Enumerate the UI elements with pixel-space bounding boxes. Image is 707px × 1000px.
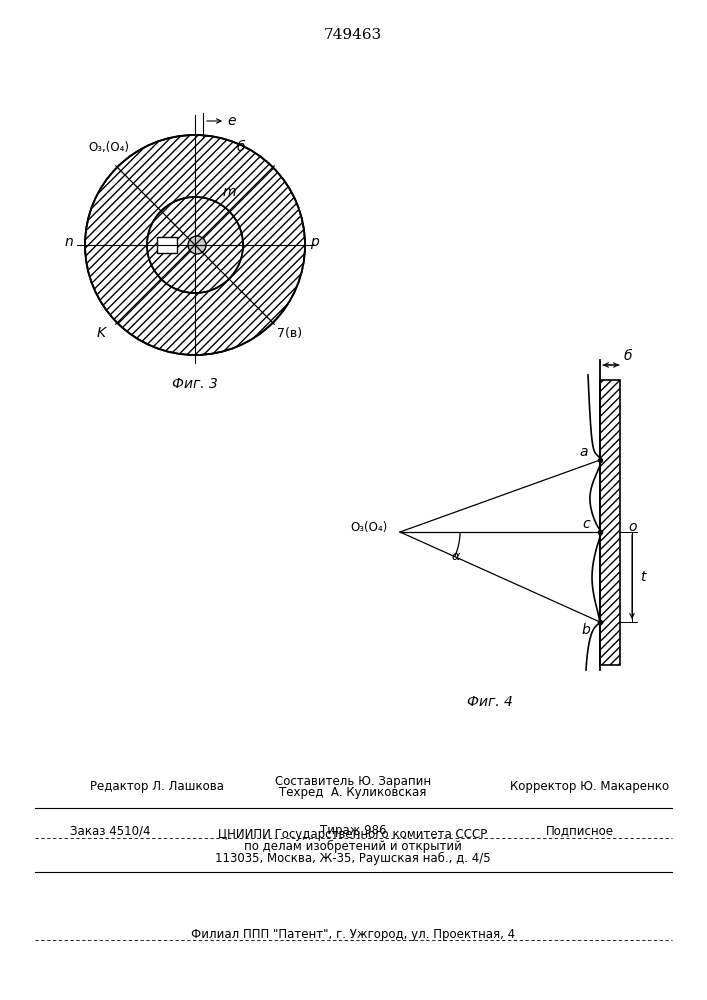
- Circle shape: [188, 236, 206, 254]
- Text: ЦНИИПИ Государственного комитета СССР: ЦНИИПИ Государственного комитета СССР: [218, 828, 488, 841]
- Text: 749463: 749463: [324, 28, 382, 42]
- Text: p: p: [310, 235, 319, 249]
- Text: б: б: [237, 140, 245, 154]
- Text: Редактор Л. Лашкова: Редактор Л. Лашкова: [90, 780, 224, 793]
- Text: n: n: [64, 235, 73, 249]
- Text: 7(в): 7(в): [277, 326, 302, 340]
- Circle shape: [147, 197, 243, 293]
- Text: α: α: [452, 550, 460, 564]
- Text: б: б: [624, 349, 633, 363]
- Text: K: K: [97, 326, 106, 340]
- Text: Тираж 986: Тираж 986: [320, 824, 386, 837]
- Text: a: a: [580, 445, 588, 459]
- Text: e: e: [227, 114, 235, 128]
- Text: Корректор Ю. Макаренко: Корректор Ю. Макаренко: [510, 780, 670, 793]
- Text: Техред  А. Куликовская: Техред А. Куликовская: [279, 786, 427, 799]
- Text: o: o: [199, 244, 206, 257]
- Circle shape: [85, 135, 305, 355]
- Text: m: m: [223, 185, 237, 199]
- Bar: [157, 237, 177, 253]
- Text: Заказ 4510/4: Заказ 4510/4: [70, 824, 151, 837]
- Text: 113035, Москва, Ж-35, Раушская наб., д. 4/5: 113035, Москва, Ж-35, Раушская наб., д. …: [215, 852, 491, 865]
- Text: c: c: [583, 517, 590, 531]
- Text: Фиг. 3: Фиг. 3: [172, 377, 218, 391]
- Text: o: o: [628, 520, 636, 534]
- Text: Подписное: Подписное: [546, 824, 614, 837]
- Text: O₃,(O₄): O₃,(O₄): [88, 140, 129, 153]
- Text: t: t: [640, 570, 645, 584]
- Text: Составитель Ю. Зарапин: Составитель Ю. Зарапин: [275, 775, 431, 788]
- Bar: [600, 380, 620, 665]
- Text: Филиал ППП "Патент", г. Ужгород, ул. Проектная, 4: Филиал ППП "Патент", г. Ужгород, ул. Про…: [191, 928, 515, 941]
- Text: Фиг. 4: Фиг. 4: [467, 695, 513, 709]
- Text: по делам изобретений и открытий: по делам изобретений и открытий: [244, 840, 462, 853]
- Text: O₃(O₄): O₃(O₄): [351, 520, 388, 534]
- Text: b: b: [581, 623, 590, 637]
